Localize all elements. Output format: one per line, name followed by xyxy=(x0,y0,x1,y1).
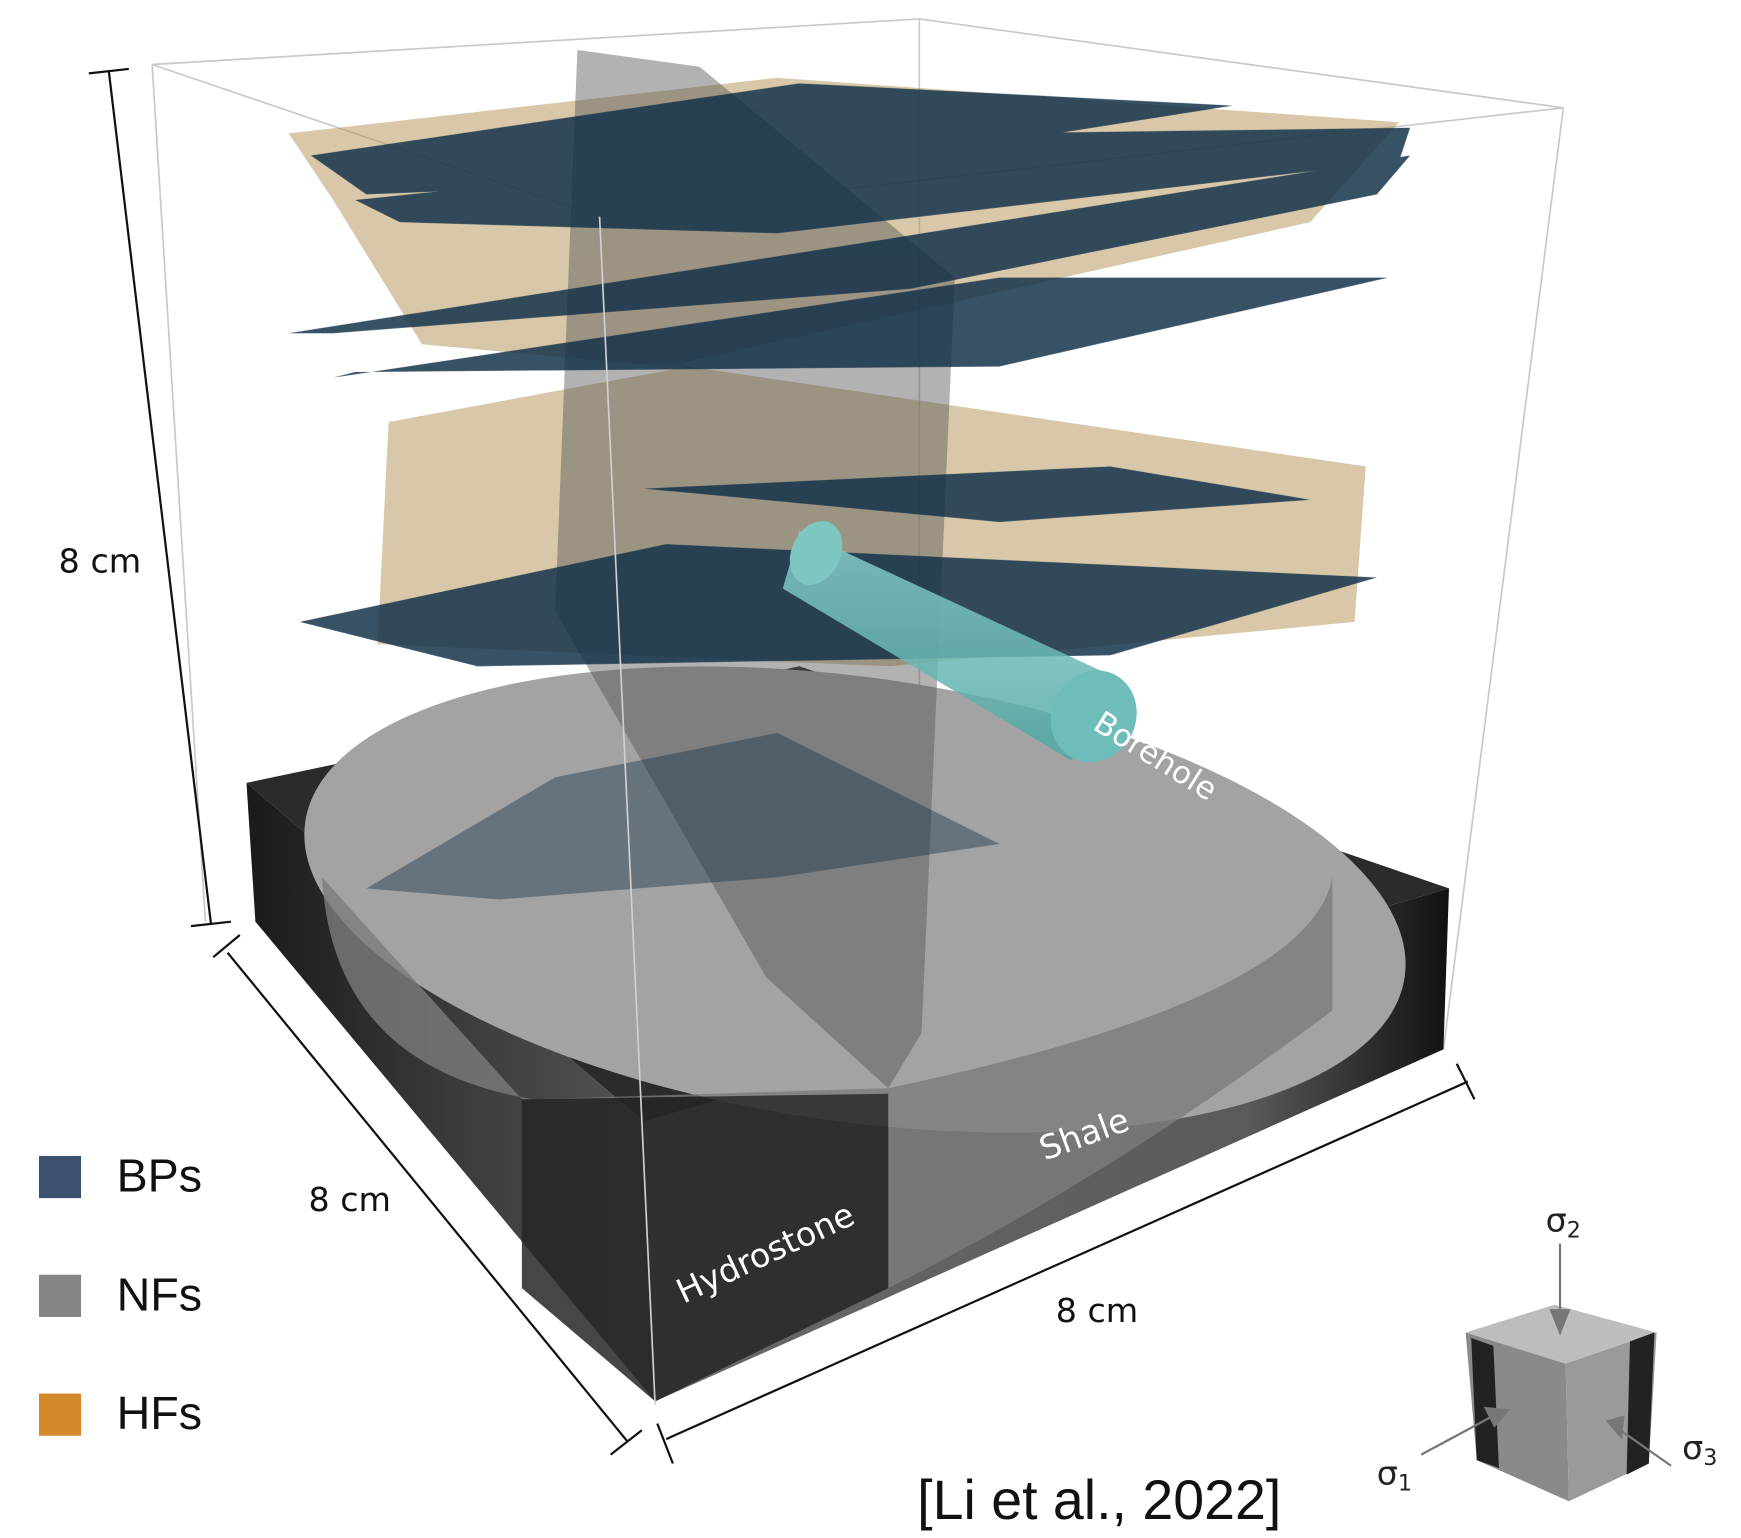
citation: [Li et al., 2022] xyxy=(917,1469,1281,1531)
stress-symbol: σ xyxy=(1377,1453,1398,1492)
legend-swatch xyxy=(39,1394,81,1436)
stress-subscript: 1 xyxy=(1398,1470,1412,1496)
stress-cube xyxy=(1421,1244,1671,1502)
legend: BPs NFs HFs xyxy=(39,1150,202,1440)
figure: 8 cm 8 cm 8 cm Borehole Shale Hydrostone… xyxy=(0,0,1741,1538)
stress-subscript: 3 xyxy=(1703,1444,1717,1470)
stress-label: σ1 xyxy=(1377,1453,1412,1496)
legend-label: NFs xyxy=(117,1268,202,1320)
width-label: 8 cm xyxy=(1056,1291,1139,1330)
height-label: 8 cm xyxy=(59,542,142,581)
legend-label: HFs xyxy=(117,1387,202,1439)
stress-symbol: σ xyxy=(1682,1428,1703,1467)
depth-label: 8 cm xyxy=(308,1180,391,1219)
stress-label: σ3 xyxy=(1682,1428,1717,1471)
legend-swatch xyxy=(39,1156,81,1198)
legend-label: BPs xyxy=(117,1150,203,1202)
stress-symbol: σ xyxy=(1546,1200,1567,1239)
stress-label: σ2 xyxy=(1546,1200,1581,1243)
legend-swatch xyxy=(39,1275,81,1317)
stress-subscript: 2 xyxy=(1567,1217,1581,1243)
